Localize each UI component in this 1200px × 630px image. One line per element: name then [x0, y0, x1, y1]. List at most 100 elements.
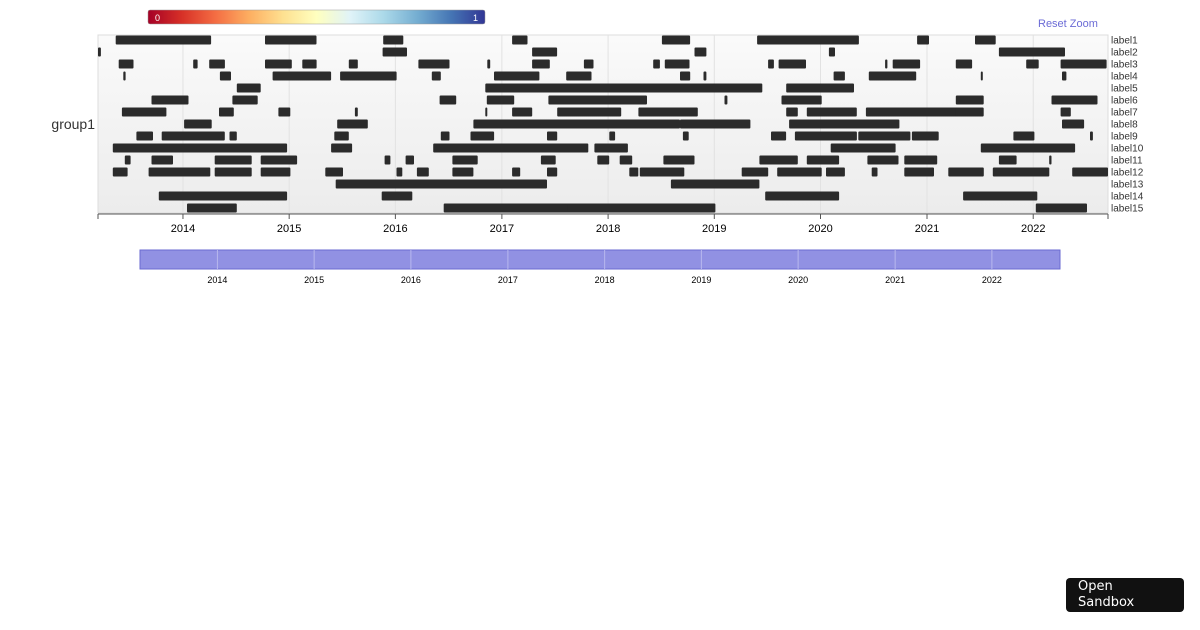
timeline-bar[interactable]: [1051, 95, 1098, 105]
timeline-bar[interactable]: [892, 59, 921, 69]
timeline-bar[interactable]: [955, 107, 984, 117]
timeline-bar[interactable]: [664, 59, 690, 69]
timeline-bar[interactable]: [214, 155, 252, 165]
timeline-bar[interactable]: [786, 83, 854, 93]
timeline-bar[interactable]: [868, 71, 917, 81]
timeline-bar[interactable]: [1062, 119, 1085, 129]
timeline-bar[interactable]: [786, 107, 798, 117]
timeline-bar[interactable]: [331, 143, 353, 153]
timeline-bar[interactable]: [334, 131, 349, 141]
timeline-bar[interactable]: [680, 119, 751, 129]
timeline-bar[interactable]: [828, 47, 835, 57]
timeline-bar[interactable]: [998, 47, 1065, 57]
timeline-bar[interactable]: [265, 35, 317, 45]
timeline-bar[interactable]: [757, 35, 859, 45]
timeline-bar[interactable]: [917, 35, 929, 45]
open-sandbox-button[interactable]: Open Sandbox: [1066, 578, 1184, 612]
timeline-bar[interactable]: [229, 131, 237, 141]
timeline-bar[interactable]: [532, 47, 558, 57]
timeline-bar[interactable]: [260, 167, 291, 177]
timeline-bar[interactable]: [325, 167, 343, 177]
timeline-bar[interactable]: [955, 95, 984, 105]
timeline-bar[interactable]: [121, 107, 167, 117]
timeline-bar[interactable]: [830, 143, 896, 153]
timeline-bar[interactable]: [619, 155, 633, 165]
timeline-bar[interactable]: [486, 95, 515, 105]
timeline-bar[interactable]: [975, 35, 996, 45]
timeline-bar[interactable]: [741, 167, 769, 177]
timeline-bar[interactable]: [638, 107, 698, 117]
timeline-bar[interactable]: [583, 59, 594, 69]
timeline-bar[interactable]: [340, 71, 397, 81]
timeline-bar[interactable]: [452, 167, 474, 177]
timeline-bar[interactable]: [548, 95, 647, 105]
timeline-bar[interactable]: [1060, 59, 1107, 69]
timeline-bar[interactable]: [682, 131, 689, 141]
timeline-bar[interactable]: [694, 47, 707, 57]
timeline-bar[interactable]: [512, 107, 533, 117]
timeline-bar[interactable]: [547, 167, 558, 177]
timeline-bar[interactable]: [112, 143, 288, 153]
timeline-bar[interactable]: [193, 59, 198, 69]
timeline-bar[interactable]: [858, 131, 911, 141]
timeline-bar[interactable]: [123, 71, 126, 81]
timeline-bar[interactable]: [118, 59, 134, 69]
timeline-bar[interactable]: [232, 95, 258, 105]
brush-selection[interactable]: [139, 249, 1061, 270]
timeline-bar[interactable]: [382, 47, 407, 57]
timeline-bar[interactable]: [904, 155, 938, 165]
timeline-bar[interactable]: [384, 155, 391, 165]
timeline-bar[interactable]: [124, 155, 131, 165]
timeline-bar[interactable]: [272, 71, 332, 81]
timeline-bar[interactable]: [1049, 155, 1052, 165]
timeline-bar[interactable]: [219, 107, 234, 117]
timeline-bar[interactable]: [337, 119, 368, 129]
timeline-bar[interactable]: [806, 155, 840, 165]
timeline-bar[interactable]: [833, 71, 845, 81]
timeline-bar[interactable]: [980, 71, 983, 81]
timeline-bar[interactable]: [1035, 203, 1087, 213]
timeline-bar[interactable]: [867, 155, 899, 165]
timeline-bar[interactable]: [826, 167, 845, 177]
timeline-bar[interactable]: [759, 155, 798, 165]
timeline-bar[interactable]: [778, 59, 806, 69]
timeline-bar[interactable]: [771, 131, 787, 141]
timeline-bar[interactable]: [904, 167, 934, 177]
reset-zoom-link[interactable]: Reset Zoom: [1038, 18, 1098, 30]
timeline-bar[interactable]: [473, 119, 680, 129]
timeline-bar[interactable]: [963, 191, 1038, 201]
timeline-bar[interactable]: [955, 59, 973, 69]
timeline-bar[interactable]: [485, 107, 488, 117]
timeline-bar[interactable]: [151, 95, 189, 105]
timeline-bar[interactable]: [557, 107, 622, 117]
timeline-bar[interactable]: [148, 167, 211, 177]
timeline-bar[interactable]: [381, 191, 413, 201]
timeline-bar[interactable]: [452, 155, 478, 165]
timeline-bar[interactable]: [161, 131, 225, 141]
timeline-bar[interactable]: [348, 59, 358, 69]
timeline-bar[interactable]: [885, 59, 888, 69]
timeline-bar[interactable]: [540, 155, 556, 165]
timeline-bar[interactable]: [383, 35, 404, 45]
timeline-bar[interactable]: [609, 131, 616, 141]
timeline-bar[interactable]: [1013, 131, 1035, 141]
timeline-bar[interactable]: [265, 59, 292, 69]
timeline-bar[interactable]: [494, 71, 540, 81]
timeline-bar[interactable]: [112, 167, 128, 177]
timeline-bar[interactable]: [566, 71, 592, 81]
timeline-bar[interactable]: [724, 95, 728, 105]
timeline-bar[interactable]: [187, 203, 237, 213]
timeline-bar[interactable]: [532, 59, 550, 69]
timeline-bar[interactable]: [567, 203, 716, 213]
timeline-bar[interactable]: [302, 59, 317, 69]
timeline-bar[interactable]: [151, 155, 174, 165]
timeline-bar[interactable]: [794, 131, 857, 141]
timeline-bar[interactable]: [806, 107, 857, 117]
timeline-bar[interactable]: [136, 131, 153, 141]
timeline-bar[interactable]: [158, 191, 288, 201]
timeline-bar[interactable]: [992, 167, 1050, 177]
timeline-bar[interactable]: [431, 71, 441, 81]
timeline-bar[interactable]: [214, 167, 252, 177]
timeline-bar[interactable]: [547, 131, 558, 141]
timeline-bar[interactable]: [416, 167, 429, 177]
